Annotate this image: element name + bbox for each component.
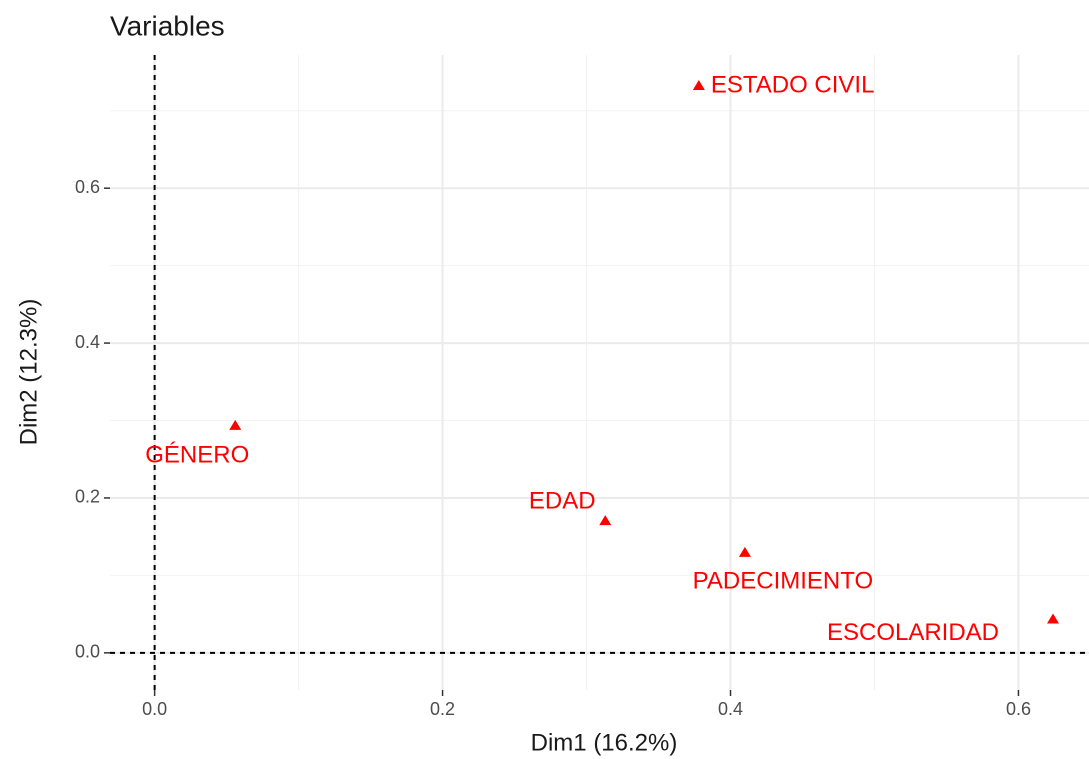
point-label: ESTADO CIVIL: [711, 71, 875, 98]
y-tick-label: 0.0: [75, 642, 100, 662]
point-label: EDAD: [529, 488, 596, 515]
point-label: GÉNERO: [145, 441, 249, 468]
point: [599, 515, 612, 526]
chart-title: Variables: [110, 10, 225, 41]
x-tick-label: 0.4: [718, 699, 743, 719]
point: [1047, 613, 1060, 624]
y-tick-label: 0.4: [75, 332, 100, 352]
x-tick-label: 0.0: [142, 699, 167, 719]
y-tick-label: 0.2: [75, 487, 100, 507]
point: [229, 419, 242, 430]
point-label: PADECIMIENTO: [693, 567, 873, 594]
y-axis-title: Dim2 (12.3%): [15, 299, 42, 446]
x-tick-label: 0.6: [1006, 699, 1031, 719]
y-tick-label: 0.6: [75, 177, 100, 197]
point: [692, 79, 705, 90]
point-label: ESCOLARIDAD: [827, 619, 999, 646]
x-axis-title: Dim1 (16.2%): [531, 729, 678, 756]
x-tick-label: 0.2: [430, 699, 455, 719]
point: [738, 546, 751, 557]
